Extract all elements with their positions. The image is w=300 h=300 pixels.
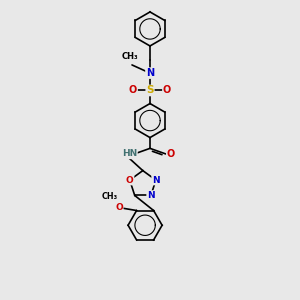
Text: N: N bbox=[147, 191, 155, 200]
Text: O: O bbox=[129, 85, 137, 95]
Text: O: O bbox=[115, 203, 123, 212]
Text: O: O bbox=[167, 149, 175, 159]
Text: O: O bbox=[126, 176, 134, 184]
Text: N: N bbox=[146, 68, 154, 78]
Text: CH₃: CH₃ bbox=[122, 52, 138, 61]
Text: O: O bbox=[163, 85, 171, 95]
Text: HN: HN bbox=[122, 149, 137, 158]
Text: CH₃: CH₃ bbox=[101, 192, 118, 201]
Text: S: S bbox=[146, 85, 154, 95]
Text: N: N bbox=[152, 176, 160, 184]
